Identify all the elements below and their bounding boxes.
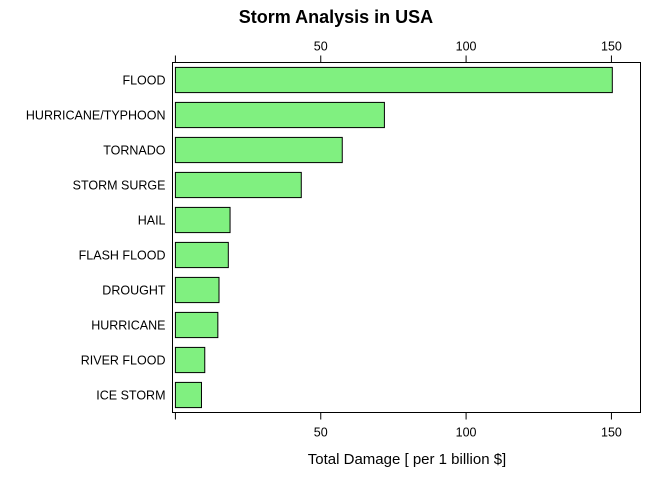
category-label: RIVER FLOOD bbox=[81, 354, 166, 368]
bars bbox=[174, 66, 613, 409]
category-label: HURRICANE bbox=[91, 319, 165, 333]
category-label: HURRICANE/TYPHOON bbox=[26, 109, 166, 123]
bar-storm-surge bbox=[174, 171, 302, 199]
plot-frame bbox=[172, 62, 641, 413]
x-tick-label: 100 bbox=[456, 426, 477, 440]
bar-drought bbox=[174, 276, 220, 304]
x-tick-label-top: 100 bbox=[456, 40, 477, 54]
category-label: TORNADO bbox=[103, 144, 166, 158]
x-tick-label-top: 50 bbox=[314, 40, 328, 54]
x-tick-label: 50 bbox=[314, 426, 328, 440]
category-labels: FLOOD HURRICANE/TYPHOON TORNADO STORM SURGE… bbox=[26, 74, 166, 403]
category-label: FLASH FLOOD bbox=[79, 249, 166, 263]
category-label: FLOOD bbox=[122, 74, 165, 88]
bar-ice-storm bbox=[174, 381, 202, 409]
x-axis-title: Total Damage [ per 1 billion $] bbox=[308, 451, 506, 468]
category-label: ICE STORM bbox=[96, 389, 165, 403]
category-label: DROUGHT bbox=[102, 284, 166, 298]
bar-hurricane bbox=[174, 311, 219, 339]
bar-hail bbox=[174, 206, 231, 234]
category-label: STORM SURGE bbox=[73, 179, 166, 193]
x-tick-label-top: 150 bbox=[601, 40, 622, 54]
x-tick-label: 150 bbox=[601, 426, 622, 440]
bar-river-flood bbox=[174, 346, 206, 374]
bar-tornado bbox=[174, 136, 343, 164]
x-axis-ticks: 50 50 100 100 150 150 bbox=[174, 40, 622, 440]
category-label: HAIL bbox=[138, 214, 166, 228]
bar-flood bbox=[174, 66, 613, 94]
bar-hurricane-typhoon bbox=[174, 101, 385, 129]
bar-flash-flood bbox=[174, 241, 229, 269]
chart-title: Storm Analysis in USA bbox=[239, 7, 433, 27]
